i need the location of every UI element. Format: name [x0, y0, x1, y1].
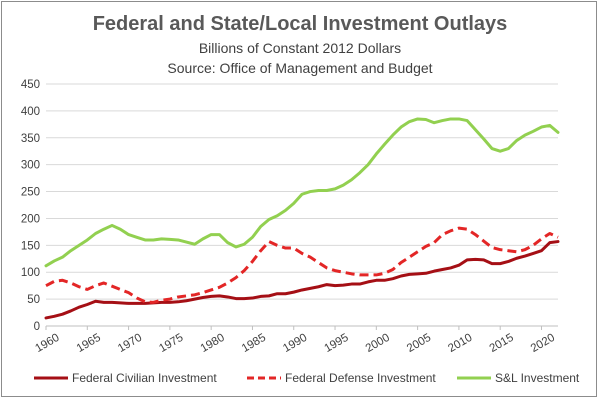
legend: Federal Civilian Investment Federal Defen…	[34, 371, 580, 385]
x-tick-label: 1960	[33, 332, 61, 355]
x-tick-label: 1975	[157, 332, 185, 355]
x-tick-label: 1995	[322, 332, 350, 355]
gridlines	[46, 83, 558, 300]
series-lines	[44, 117, 560, 320]
y-tick-label: 50	[27, 294, 40, 306]
series-line-1	[45, 226, 559, 304]
y-tick-label: 0	[34, 321, 40, 333]
y-tick-label: 400	[21, 106, 40, 118]
x-tick-label: 2000	[364, 332, 392, 355]
y-tick-label: 100	[21, 267, 40, 279]
series-line-2	[44, 117, 560, 268]
x-tick-label: 1985	[240, 332, 268, 355]
axes: 0 50 100 150 200 250 300 350 400 450 1960 1965 1970 1…	[21, 79, 558, 355]
x-tick-label: 2005	[405, 332, 433, 355]
chart-title: Federal and State/Local Investment Outla…	[93, 13, 508, 35]
y-tick-label: 350	[21, 133, 40, 145]
x-tick-label: 1990	[281, 332, 309, 355]
legend-label-2: S&L Investment	[495, 371, 580, 385]
x-tick-label: 2015	[488, 332, 516, 355]
x-tick-label: 1980	[199, 332, 227, 355]
chart-subtitle: Billions of Constant 2012 Dollars	[199, 40, 401, 56]
x-tick-label: 1970	[116, 332, 144, 355]
chart-source: Source: Office of Management and Budget	[167, 60, 432, 76]
legend-label-1: Federal Defense Investment	[285, 371, 436, 385]
series-line-0	[44, 240, 560, 320]
x-tick-label: 2020	[529, 332, 557, 355]
x-tick-label: 2010	[446, 332, 474, 355]
y-tick-label: 150	[21, 240, 40, 252]
y-tick-label: 250	[21, 187, 40, 199]
legend-label-0: Federal Civilian Investment	[72, 371, 217, 385]
y-tick-label: 300	[21, 160, 40, 172]
y-tick-label: 450	[21, 79, 40, 91]
x-tick-label: 1965	[75, 332, 103, 355]
y-tick-label: 200	[21, 213, 40, 225]
